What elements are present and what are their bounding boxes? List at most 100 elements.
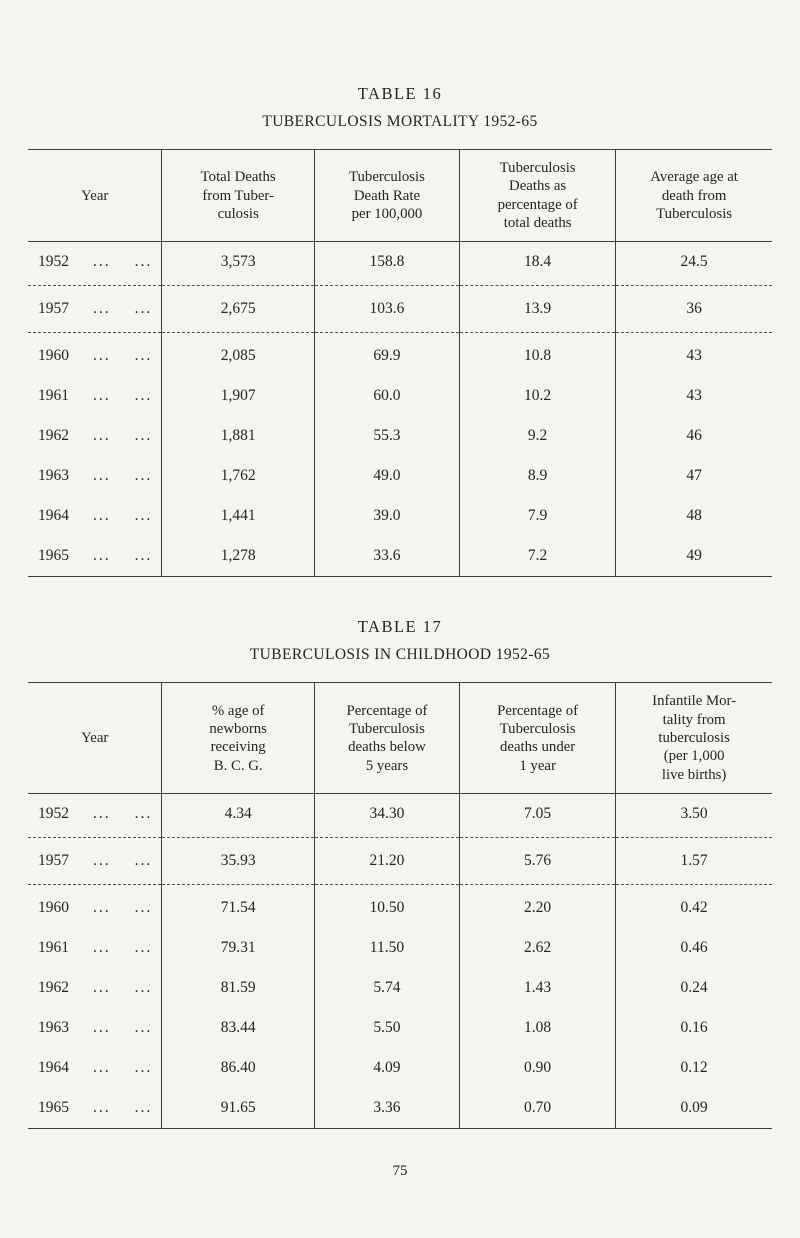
value-cell: 34.30	[313, 793, 460, 839]
leader-dots: ...	[134, 253, 153, 271]
table-row: 1962...... 81.59 5.74 1.43 0.24	[28, 968, 772, 1009]
table16-title: TABLE 16	[357, 84, 443, 103]
table17-title: TABLE 17	[357, 617, 443, 637]
table-row: 1965...... 91.65 3.36 0.70 0.09	[28, 1088, 772, 1129]
table16-subtitle: TUBERCULOSIS MORTALITY 1952-65	[262, 113, 538, 130]
leader-dots: ...	[93, 1019, 111, 1037]
value-cell: 1,278	[161, 536, 315, 577]
year-label: 1961	[38, 939, 69, 957]
year-label: 1957	[38, 300, 69, 318]
year-label: 1952	[38, 805, 69, 823]
year-label: 1963	[38, 1019, 69, 1037]
header-cell-year: Year	[28, 682, 162, 795]
year-cell: 1963......	[28, 456, 162, 496]
table-row: 1957...... 35.93 21.20 5.76 1.57	[28, 837, 772, 886]
header-cell-pct-total-deaths: Tuberculosis Deaths as percentage of tot…	[458, 149, 616, 243]
value-cell: 43	[615, 332, 772, 377]
leader-dots: ...	[93, 1059, 111, 1077]
value-cell: 69.9	[313, 332, 460, 377]
year-label: 1965	[38, 1099, 69, 1117]
table-row: 1960...... 2,085 69.9 10.8 43	[28, 332, 772, 377]
header-cell-deaths-below-5: Percentage of Tuberculosis deaths below …	[313, 682, 460, 795]
value-cell: 1.43	[458, 968, 616, 1009]
leader-dots: ...	[93, 939, 111, 957]
year-label: 1964	[38, 1059, 69, 1077]
leader-dots: ...	[134, 300, 153, 318]
value-cell: 2,085	[161, 332, 315, 377]
leader-dots: ...	[134, 1019, 153, 1037]
value-cell: 0.16	[615, 1008, 772, 1049]
year-label: 1965	[38, 547, 69, 565]
table17-header-row: Year % age of newborns receiving B. C. G…	[28, 682, 772, 795]
value-cell: 21.20	[313, 837, 460, 886]
leader-dots: ...	[93, 347, 111, 365]
value-cell: 55.3	[313, 416, 460, 457]
table16-header-row: Year Total Deaths from Tuber- culosis Tu…	[28, 149, 772, 243]
value-cell: 103.6	[313, 285, 460, 334]
value-cell: 81.59	[161, 968, 315, 1009]
value-cell: 39.0	[313, 496, 460, 537]
year-cell: 1964......	[28, 1048, 162, 1088]
year-cell: 1963......	[28, 1008, 162, 1048]
year-cell: 1957......	[28, 837, 162, 886]
value-cell: 1,881	[161, 416, 315, 457]
leader-dots: ...	[93, 979, 111, 997]
value-cell: 3.50	[615, 793, 772, 839]
header-cell-death-rate: Tuberculosis Death Rate per 100,000	[313, 149, 460, 243]
value-cell: 13.9	[458, 285, 616, 334]
leader-dots: ...	[93, 427, 111, 445]
header-cell-bcg: % age of newborns receiving B. C. G.	[161, 682, 315, 795]
year-label: 1960	[38, 899, 69, 917]
header-cell-total-deaths: Total Deaths from Tuber- culosis	[161, 149, 315, 243]
table-row: 1952...... 3,573 158.8 18.4 24.5	[28, 241, 772, 287]
value-cell: 0.70	[458, 1088, 616, 1129]
value-cell: 0.12	[615, 1048, 772, 1089]
table16: Year Total Deaths from Tuber- culosis Tu…	[28, 149, 772, 578]
year-label: 1957	[38, 852, 69, 870]
value-cell: 1.08	[458, 1008, 616, 1049]
value-cell: 48	[615, 496, 772, 537]
year-cell: 1961......	[28, 376, 162, 416]
value-cell: 18.4	[458, 241, 616, 287]
year-cell: 1961......	[28, 928, 162, 968]
value-cell: 91.65	[161, 1088, 315, 1129]
value-cell: 0.24	[615, 968, 772, 1009]
header-cell-deaths-under-1: Percentage of Tuberculosis deaths under …	[458, 682, 616, 795]
year-label: 1963	[38, 467, 69, 485]
year-cell: 1952......	[28, 793, 162, 839]
value-cell: 0.46	[615, 928, 772, 969]
value-cell: 2.62	[458, 928, 616, 969]
value-cell: 24.5	[615, 241, 772, 287]
value-cell: 83.44	[161, 1008, 315, 1049]
value-cell: 4.09	[313, 1048, 460, 1089]
value-cell: 1.57	[615, 837, 772, 886]
header-cell-infantile-mortality: Infantile Mor- tality from tuberculosis …	[615, 682, 772, 795]
leader-dots: ...	[93, 899, 111, 917]
value-cell: 0.09	[615, 1088, 772, 1129]
value-cell: 33.6	[313, 536, 460, 577]
leader-dots: ...	[134, 805, 153, 823]
value-cell: 158.8	[313, 241, 460, 287]
leader-dots: ...	[134, 507, 153, 525]
table-row: 1964...... 1,441 39.0 7.9 48	[28, 496, 772, 537]
leader-dots: ...	[93, 387, 111, 405]
table-row: 1962...... 1,881 55.3 9.2 46	[28, 416, 772, 457]
value-cell: 60.0	[313, 376, 460, 417]
year-cell: 1965......	[28, 536, 162, 577]
leader-dots: ...	[134, 1059, 153, 1077]
year-label: 1964	[38, 507, 69, 525]
leader-dots: ...	[134, 899, 153, 917]
value-cell: 3,573	[161, 241, 315, 287]
table-row: 1964...... 86.40 4.09 0.90 0.12	[28, 1048, 772, 1089]
leader-dots: ...	[134, 939, 153, 957]
value-cell: 1,441	[161, 496, 315, 537]
value-cell: 79.31	[161, 928, 315, 969]
value-cell: 86.40	[161, 1048, 315, 1089]
year-cell: 1962......	[28, 416, 162, 456]
leader-dots: ...	[134, 547, 153, 565]
leader-dots: ...	[134, 347, 153, 365]
table-row: 1961...... 1,907 60.0 10.2 43	[28, 376, 772, 417]
leader-dots: ...	[93, 1099, 111, 1117]
value-cell: 5.50	[313, 1008, 460, 1049]
value-cell: 10.8	[458, 332, 616, 377]
